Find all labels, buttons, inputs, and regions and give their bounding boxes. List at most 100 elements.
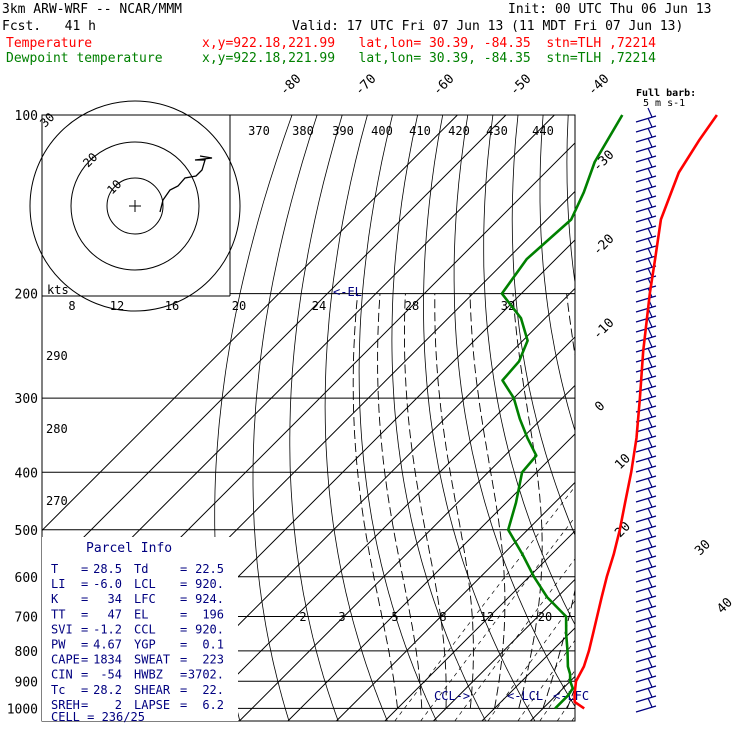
- parcel-value: =: [180, 638, 187, 652]
- dry-adiabat-line: [358, 115, 437, 721]
- mixing-ratio-label: 8: [68, 299, 75, 313]
- parcel-value: 28.2: [93, 683, 122, 697]
- isotherm-label: -10: [590, 316, 617, 343]
- theta-label: 440: [532, 124, 554, 138]
- wind-barb: [635, 617, 657, 633]
- parcel-value: SVI: [51, 622, 73, 636]
- hodograph: 10 20 30 kts: [29, 100, 241, 312]
- wind-barb: [635, 607, 657, 623]
- mixing-ratio-label: 20: [232, 299, 246, 313]
- wind-barb: [635, 597, 657, 613]
- wind-barb: [635, 207, 657, 223]
- wind-barb: [635, 557, 657, 573]
- parcel-value: CAPE: [51, 653, 80, 667]
- mixing-ratio-label: 8: [439, 610, 446, 624]
- dry-adiabat-line: [618, 115, 740, 721]
- wind-barb: [635, 477, 657, 493]
- dry-adiabat-line: [423, 115, 536, 721]
- mixing-ratio-line: [539, 669, 575, 721]
- model-title: 3km ARW-WRF -- NCAR/MMM: [2, 2, 183, 17]
- parcel-value: =: [81, 592, 88, 606]
- parcel-value: K: [51, 592, 59, 606]
- parcel-info-title: Parcel Info: [86, 541, 172, 556]
- parcel-value: 196: [202, 607, 224, 621]
- wind-barb: [635, 687, 657, 703]
- parcel-value: LCL: [134, 577, 156, 591]
- dry-adiabat-line: [289, 115, 343, 721]
- wind-barb: [635, 117, 657, 133]
- mixing-ratio-label: 24: [312, 299, 326, 313]
- dry-adiabat-line: [453, 115, 575, 708]
- parcel-value: SHEAR: [134, 683, 171, 697]
- mixing-ratio-line: [517, 639, 575, 721]
- parcel-value: =: [81, 607, 88, 621]
- wind-barb: [635, 567, 657, 583]
- isotherm-line: [336, 481, 575, 721]
- mixing-ratio-label: 12: [480, 610, 494, 624]
- mixing-ratio-line: [584, 306, 740, 721]
- moist-adiabat-line: [616, 294, 740, 709]
- mixing-ratio-label: 20: [538, 610, 552, 624]
- forecast-hour: Fcst. 41 h: [2, 19, 96, 34]
- parcel-value: =: [81, 562, 88, 576]
- parcel-value: =: [81, 683, 88, 697]
- isotherm-label: -20: [590, 232, 617, 259]
- dry-adiabat-line: [719, 115, 740, 721]
- wind-barb: [635, 347, 657, 363]
- parcel-value: =: [81, 622, 88, 636]
- parcel-value: -1.2: [93, 622, 122, 636]
- isotherm-line: [579, 115, 740, 721]
- wind-barb: [635, 577, 657, 593]
- pressure-tick-label: 500: [15, 524, 38, 539]
- wind-barb: [635, 237, 657, 253]
- hodograph-unit: kts: [47, 283, 69, 297]
- parcel-value: =: [180, 622, 187, 636]
- parcel-cell: CELL = 236/25: [51, 710, 145, 724]
- parcel-value: 920.: [195, 622, 224, 636]
- wind-barb: [635, 447, 657, 463]
- wind-barb: [635, 407, 657, 423]
- isotherm-label: -70: [352, 72, 379, 99]
- wind-barb: [635, 427, 657, 443]
- parcel-value: 34: [108, 592, 122, 606]
- pressure-tick-label: 100: [15, 109, 38, 124]
- wind-barb: [635, 437, 657, 453]
- wind-barb: [635, 287, 657, 303]
- isotherm-line: [42, 115, 507, 580]
- dry-adiabat-line: [669, 115, 740, 721]
- mixing-ratio-label: 3: [338, 610, 345, 624]
- lfc-marker: <-LFC: [553, 689, 589, 703]
- valid-time: Valid: 17 UTC Fri 07 Jun 13 (11 MDT Fri …: [292, 19, 684, 34]
- init-time: Init: 00 UTC Thu 06 Jun 13: [508, 2, 712, 17]
- dry-adiabat-line: [539, 115, 575, 433]
- mixing-ratio-label: 12: [110, 299, 124, 313]
- pressure-tick-label: 300: [15, 392, 38, 407]
- parcel-value: 47: [108, 607, 122, 621]
- parcel-value: =: [180, 562, 187, 576]
- isotherm-label: -40: [585, 72, 612, 99]
- isotherm-line: [676, 115, 740, 721]
- moist-adiabat-line: [542, 293, 575, 709]
- parcel-value: CIN: [51, 668, 73, 682]
- parcel-value: =: [180, 698, 187, 712]
- parcel-value: =: [81, 653, 88, 667]
- theta-label: 370: [248, 124, 270, 138]
- parcel-value: -6.0: [93, 577, 122, 591]
- isotherm-label: -60: [430, 72, 457, 99]
- parcel-value: PW: [51, 638, 66, 652]
- lcl-marker: <-LCL: [507, 689, 543, 703]
- wind-barb: [635, 367, 657, 383]
- hodograph-trace: [159, 155, 213, 213]
- parcel-value: LFC: [134, 592, 156, 606]
- wind-barb: [635, 127, 657, 143]
- pressure-tick-label: 400: [15, 466, 38, 481]
- parcel-value: EL: [134, 607, 148, 621]
- parcel-value: =: [81, 698, 88, 712]
- el-marker: <-EL: [333, 285, 362, 299]
- parcel-value: Td: [134, 562, 148, 576]
- temperature-legend: Temperature: [6, 36, 93, 51]
- parcel-value: -54: [100, 668, 122, 682]
- dry-adiabat-line: [252, 115, 318, 721]
- mixing-ratio-label: 5: [391, 610, 398, 624]
- wind-barb: [635, 297, 657, 313]
